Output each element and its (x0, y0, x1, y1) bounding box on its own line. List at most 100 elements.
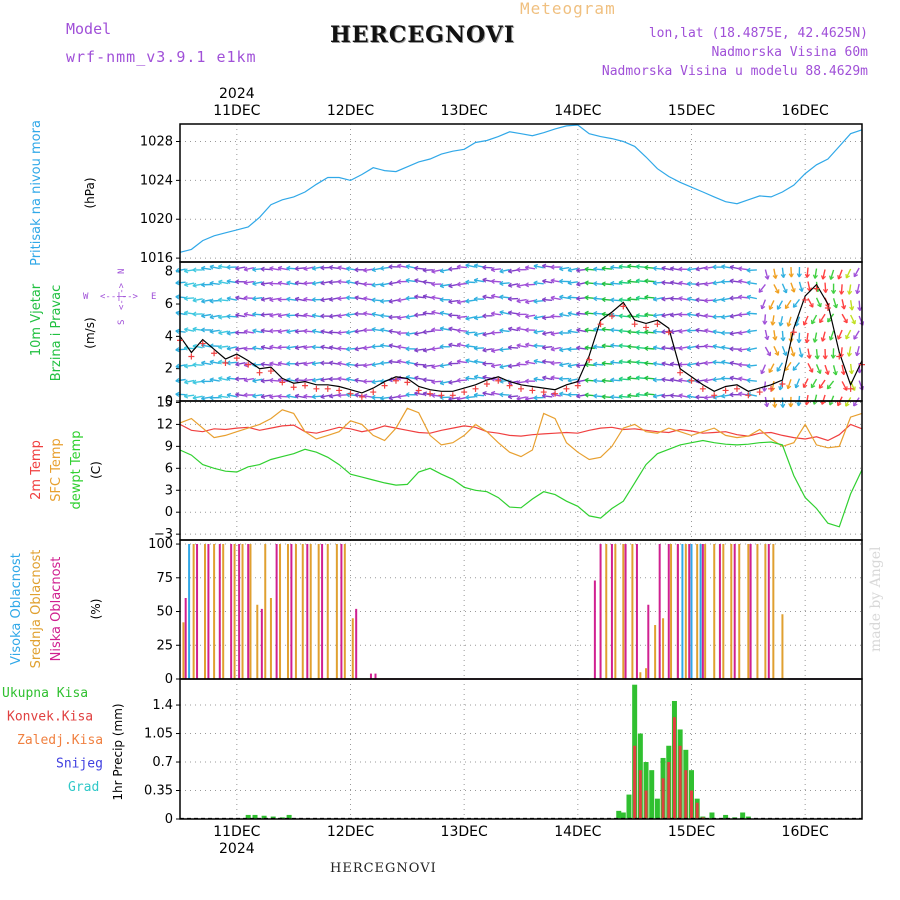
wind-gust-marker (483, 380, 490, 387)
wind-arrow-head (533, 395, 538, 401)
wind-arrow-head (782, 351, 788, 356)
wind-arrow (184, 394, 195, 398)
wind-arrow-head (816, 369, 822, 375)
wind-arrow (252, 329, 263, 334)
wind-arrow-head (576, 393, 581, 399)
wind-arrow (431, 269, 442, 273)
wind-arrow (422, 364, 433, 368)
wind-arrow-head (678, 280, 683, 286)
wind-arrow (414, 313, 425, 317)
wind-arrow-head (337, 295, 342, 302)
model-name: wrf-nmm_v3.9.1 e1km (66, 48, 257, 66)
wind-arrow-head (836, 401, 842, 407)
wind-arrow (431, 311, 442, 315)
wind-arrow-head (183, 393, 189, 399)
wind-arrow (618, 378, 630, 381)
wind-arrow (260, 313, 271, 316)
wind-arrow-head (320, 360, 325, 366)
wind-arrow (448, 267, 459, 270)
wind-arrow-head (345, 361, 351, 368)
wind-arrow-head (354, 377, 359, 383)
wind-arrow (448, 283, 459, 288)
wind-dir-legend-e: E (151, 292, 156, 302)
wind-arrow-head (184, 327, 189, 333)
wind-arrow (567, 267, 578, 272)
wind-arrow-head (218, 264, 223, 270)
precip-bar (644, 790, 648, 819)
wind-arrow-head (252, 328, 257, 334)
wind-arrow (584, 346, 595, 350)
wind-arrow (414, 295, 425, 299)
wind-arrow-head (661, 377, 666, 383)
wind-arrow-head (758, 288, 764, 293)
wind-arrow-head (473, 331, 479, 337)
wind-arrow (593, 312, 604, 315)
wind-arrow-head (294, 345, 300, 351)
precip-bar (654, 798, 660, 819)
wind-arrow-head (686, 311, 692, 318)
precip-bar (261, 815, 267, 819)
wind-arrow (738, 313, 749, 316)
wind-arrow-head (584, 392, 589, 398)
bottom-date-label: 15DEC (668, 824, 715, 840)
wind-arrow-head (796, 402, 802, 407)
wind-arrow (448, 314, 459, 317)
wind-arrow (813, 394, 818, 405)
wind-arrow-head (678, 377, 683, 383)
wind-arrow-head (794, 383, 800, 389)
wind-arrow (542, 316, 553, 319)
wind-arrow-head (303, 280, 308, 286)
wind-arrow-head (559, 312, 564, 318)
wind-arrow-head (226, 278, 231, 285)
wind-arrow-head (311, 394, 316, 400)
wind-arrow-head (550, 264, 555, 270)
wind-arrow (636, 265, 647, 269)
wind-arrow (286, 378, 297, 382)
wind-arrow (627, 330, 638, 334)
wind-arrow (618, 265, 630, 268)
wind-arrow-head (414, 265, 419, 271)
wind-arrow (491, 392, 502, 396)
wind-arrow (661, 281, 672, 284)
wind-arrow (278, 267, 289, 271)
wind-arrow-head (669, 280, 675, 286)
wind-gust-marker (563, 385, 570, 392)
wind-arrow (329, 314, 340, 318)
wind-arrow-head (473, 345, 478, 351)
wind-arrow (821, 331, 826, 342)
wind-arrow (516, 344, 527, 348)
wind-arrow-head (764, 335, 770, 341)
wind-arrow (380, 314, 391, 318)
wind-arrow (465, 396, 476, 399)
wind-arrow (601, 267, 612, 270)
wind-arrow (567, 378, 578, 382)
wind-gust-marker (222, 359, 229, 366)
wind-arrow-head (456, 299, 462, 305)
y-tick-label: 1.4 (152, 698, 173, 713)
wind-arrow (278, 378, 289, 383)
wind-arrow (584, 296, 595, 299)
wind-arrow (584, 329, 595, 332)
wind-arrow-head (669, 361, 675, 367)
wind-arrow (729, 266, 740, 270)
wind-arrow-head (209, 359, 214, 365)
wind-arrow (653, 267, 664, 270)
wind-arrow-head (388, 280, 393, 286)
panel-frame (179, 539, 863, 680)
wind-arrow (533, 265, 544, 269)
wind-arrow (815, 349, 819, 360)
wind-arrow-head (661, 345, 666, 351)
wind-arrow (687, 267, 698, 271)
wind-arrow (818, 379, 826, 389)
wind-arrow (746, 281, 757, 285)
wind-arrow (243, 267, 255, 271)
wind-arrow-head (712, 314, 717, 320)
wind-arrow-head (806, 354, 812, 359)
wind-arrow-head (345, 376, 351, 382)
wind-arrow-head (786, 322, 792, 327)
wind-arrow-head (473, 374, 479, 380)
wind-arrow (192, 363, 203, 366)
y-tick-label: 25 (156, 638, 173, 653)
wind-arrow (516, 298, 527, 303)
wind-arrow-head (541, 315, 547, 321)
